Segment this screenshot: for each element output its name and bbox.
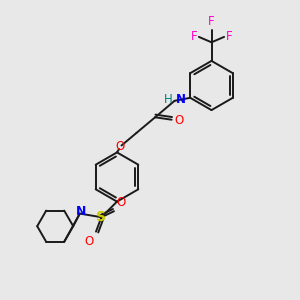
Text: H: H: [164, 93, 173, 106]
Text: N: N: [176, 93, 186, 106]
Text: F: F: [190, 30, 197, 44]
Text: N: N: [76, 205, 86, 218]
Text: O: O: [175, 114, 184, 128]
Text: O: O: [84, 235, 94, 248]
Text: O: O: [115, 140, 124, 153]
Text: F: F: [226, 30, 232, 44]
Text: O: O: [116, 196, 126, 209]
Text: F: F: [208, 15, 215, 28]
Text: S: S: [96, 210, 106, 224]
